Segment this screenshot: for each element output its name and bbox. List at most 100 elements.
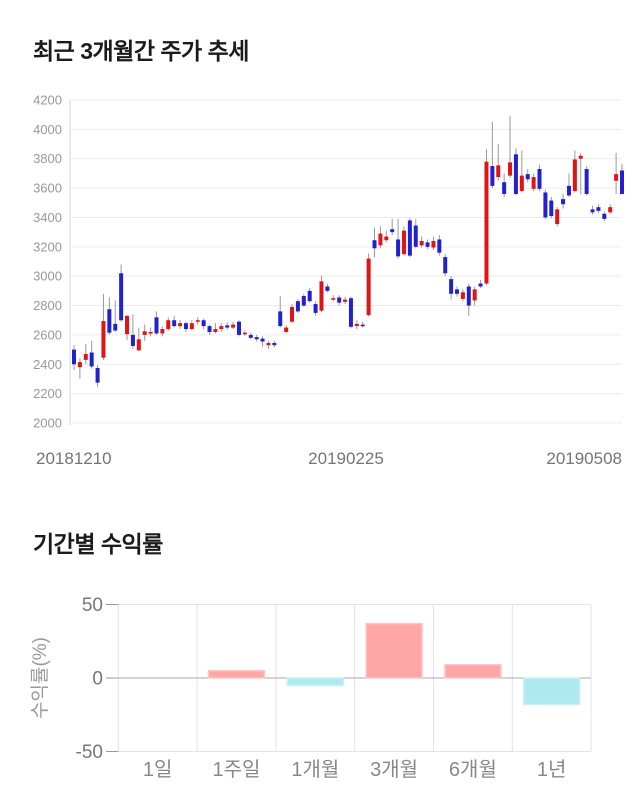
returns-y-tick-label: 0 xyxy=(92,669,103,690)
candle-down xyxy=(584,169,589,194)
price-y-tick-label: 3000 xyxy=(33,269,62,284)
candle-down xyxy=(425,242,430,247)
returns-y-axis-title: 수익률(%) xyxy=(29,637,51,719)
candle-up xyxy=(166,320,171,330)
candle-down xyxy=(513,154,518,194)
price-y-tick-label: 3200 xyxy=(33,239,62,254)
candle-down xyxy=(413,225,418,247)
candle-down xyxy=(130,334,135,346)
candle-down xyxy=(596,207,601,211)
candle-down xyxy=(478,283,483,287)
returns-bar-negative xyxy=(522,677,581,706)
candle-up xyxy=(460,292,465,299)
candle-down xyxy=(348,298,353,327)
returns-category-label: 3개월 xyxy=(370,758,418,781)
candle-up xyxy=(77,362,82,368)
candle-down xyxy=(620,170,624,194)
candle-up xyxy=(496,165,501,178)
candle-down xyxy=(407,220,412,256)
candle-down xyxy=(301,296,306,306)
candle-down xyxy=(449,279,454,294)
price-chart-title: 최근 3개월간 주가 추세 xyxy=(33,38,249,64)
candle-down xyxy=(201,320,206,327)
candle-up xyxy=(213,329,218,332)
candle-down xyxy=(272,342,277,346)
returns-category-label: 1년 xyxy=(537,758,567,781)
candle-up xyxy=(195,320,200,322)
candle-up xyxy=(83,353,88,360)
candle-up xyxy=(614,174,619,181)
price-y-tick-label: 4000 xyxy=(33,122,62,137)
candle-up xyxy=(125,315,130,335)
candle-down xyxy=(390,229,395,233)
candle-down xyxy=(89,352,94,367)
returns-category-label: 6개월 xyxy=(449,758,497,781)
price-y-tick-label: 2400 xyxy=(33,357,62,372)
candle-down xyxy=(561,199,566,205)
candle-up xyxy=(189,323,194,330)
candle-up xyxy=(148,331,153,334)
candle-up xyxy=(331,298,336,300)
candle-down xyxy=(313,304,318,313)
candle-down xyxy=(396,239,401,257)
candle-down xyxy=(602,213,607,219)
candle-down xyxy=(207,326,212,332)
candle-down xyxy=(537,169,542,189)
candle-down xyxy=(225,325,230,328)
candle-down xyxy=(590,209,595,213)
candle-up xyxy=(266,342,271,346)
candle-up xyxy=(136,339,141,351)
candle-down xyxy=(113,323,118,331)
candle-up xyxy=(384,236,389,241)
candle-down xyxy=(566,185,571,196)
candle-up xyxy=(242,332,247,335)
price-y-tick-label: 2600 xyxy=(33,327,62,342)
returns-bar-positive xyxy=(444,664,502,679)
candle-down xyxy=(466,286,471,306)
candle-down xyxy=(549,200,554,216)
price-y-tick-label: 2000 xyxy=(33,416,62,431)
candle-down xyxy=(183,323,188,330)
candle-up xyxy=(431,240,436,248)
price-y-tick-label: 3600 xyxy=(33,181,62,196)
candle-up xyxy=(178,323,183,327)
candle-down xyxy=(154,317,159,334)
candle-down xyxy=(107,309,112,333)
candle-down xyxy=(172,320,177,327)
returns-category-label: 1주일 xyxy=(213,758,261,781)
candle-down xyxy=(236,321,241,335)
candle-up xyxy=(319,281,324,311)
candle-up xyxy=(401,230,406,255)
candle-up xyxy=(231,324,236,328)
price-y-tick-label: 3800 xyxy=(33,151,62,166)
candle-down xyxy=(295,301,300,312)
price-x-label-end: 20190508 xyxy=(546,449,622,468)
price-x-label-start: 20181210 xyxy=(36,449,112,468)
candle-down xyxy=(543,192,548,218)
candle-down xyxy=(307,290,312,302)
candle-up xyxy=(219,326,224,330)
price-x-label-middle: 20190225 xyxy=(308,449,384,468)
candle-up xyxy=(572,159,577,192)
candle-down xyxy=(254,337,259,340)
candle-down xyxy=(360,324,365,327)
candle-up xyxy=(354,323,359,327)
candle-down xyxy=(372,240,377,249)
price-y-tick-label: 3400 xyxy=(33,210,62,225)
returns-y-tick-label: -50 xyxy=(76,742,103,763)
candle-up xyxy=(378,233,383,246)
candle-down xyxy=(525,174,530,180)
price-y-tick-label: 2800 xyxy=(33,298,62,313)
candle-down xyxy=(72,349,76,365)
candle-up xyxy=(608,207,613,213)
candle-down xyxy=(337,297,342,303)
returns-category-label: 1일 xyxy=(143,758,173,781)
price-y-tick-label: 4200 xyxy=(33,93,62,108)
returns-chart-title: 기간별 수익률 xyxy=(33,531,163,557)
candle-down xyxy=(325,286,330,291)
candle-up xyxy=(366,258,371,316)
candle-up xyxy=(343,299,348,302)
returns-bar-negative xyxy=(286,677,345,687)
